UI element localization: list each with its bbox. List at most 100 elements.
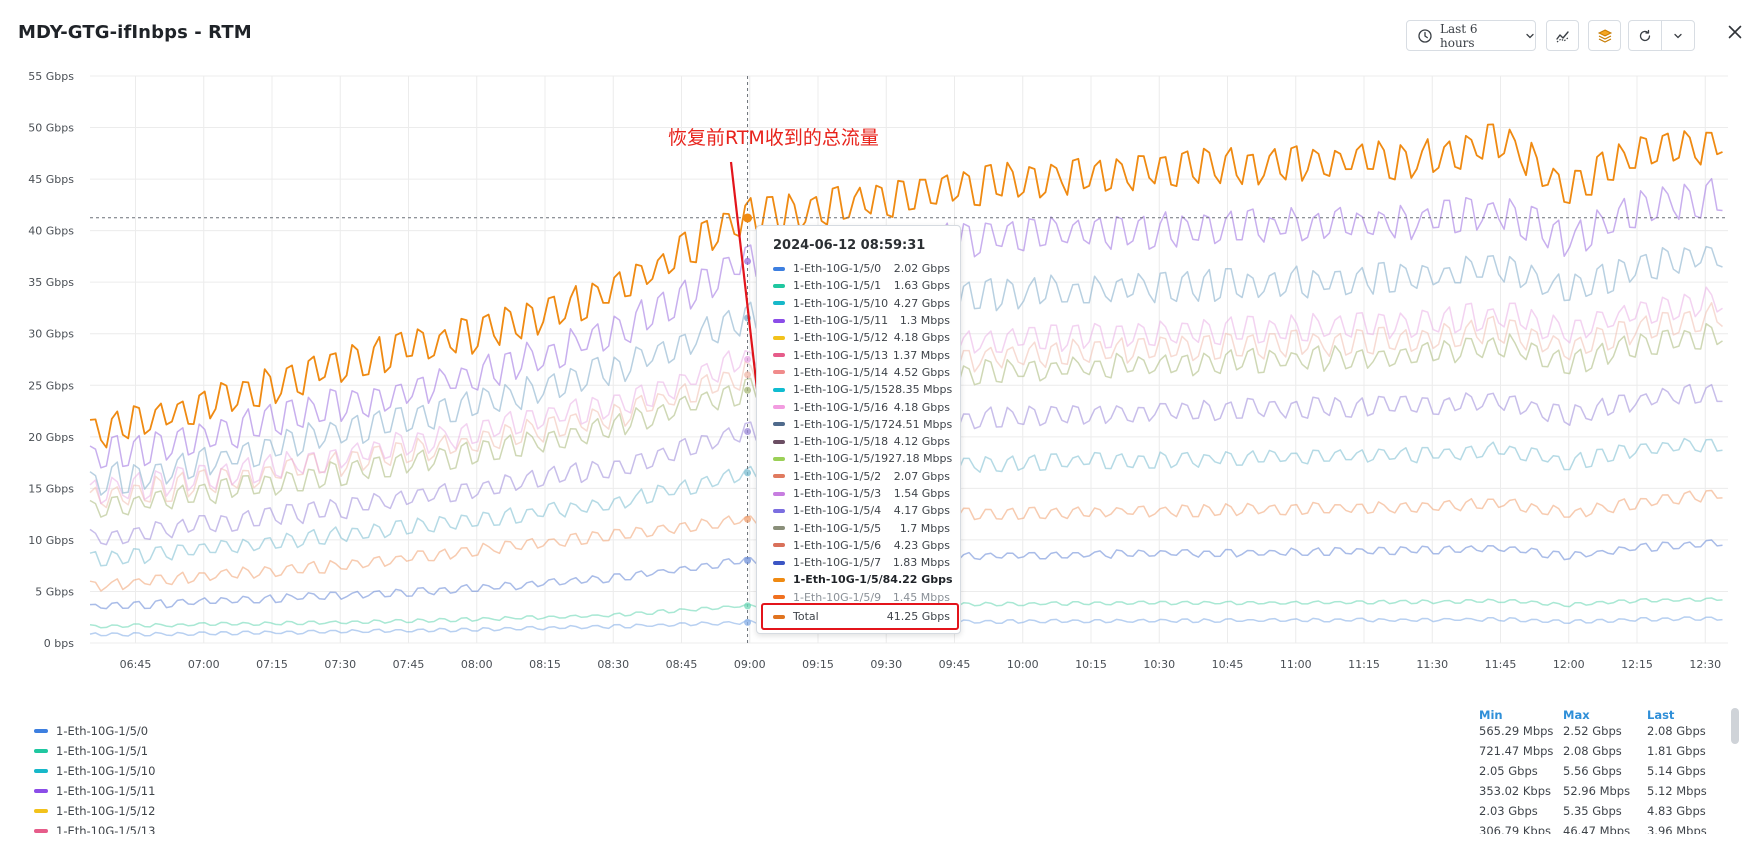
tooltip-total-row: Total 41.25 Gbps [765, 608, 950, 625]
x-tick-label: 10:15 [1075, 658, 1107, 671]
legend-scrollbar[interactable] [1731, 708, 1739, 744]
close-button[interactable] [1722, 21, 1748, 47]
legend-rows: 1-Eth-10G-1/5/0 565.29 Mbps 2.52 Gbps 2.08 … [0, 722, 1759, 834]
tooltip-row: 1-Eth-10G-1/5/0 2.02 Gbps [765, 260, 950, 277]
legend-row[interactable]: 1-Eth-10G-1/5/1 721.47 Mbps 2.08 Gbps 1.81 … [32, 742, 1722, 762]
legend-header-max[interactable]: Max [1563, 708, 1590, 722]
x-tick-label: 08:00 [461, 658, 493, 671]
tooltip-series-value: 4.18 Gbps [893, 331, 950, 345]
x-tick-label: 12:00 [1553, 658, 1585, 671]
compare-chart-icon [1555, 28, 1571, 44]
x-tick-label: 12:30 [1689, 658, 1721, 671]
series-swatch [773, 370, 785, 375]
series-swatch [34, 789, 48, 793]
x-tick-label: 11:15 [1348, 658, 1380, 671]
hover-point [744, 355, 752, 363]
hover-point [744, 371, 752, 379]
series-swatch [773, 283, 785, 288]
time-range-label: Last 6 hours [1440, 21, 1478, 50]
compare-button[interactable] [1546, 20, 1579, 51]
tooltip-row: 1-Eth-10G-1/5/2 2.07 Gbps [765, 468, 950, 485]
tooltip-series-name: 1-Eth-10G-1/5/11 [793, 314, 889, 328]
series-swatch [773, 614, 785, 619]
hover-point [744, 618, 752, 626]
tooltip-series-name: 1-Eth-10G-1/5/10 [793, 296, 889, 310]
series-swatch [773, 543, 785, 548]
series-swatch [773, 301, 785, 306]
chevron-down-icon [1673, 31, 1683, 41]
legend-row[interactable]: 1-Eth-10G-1/5/11 353.02 Kbps 52.96 Mbps 5.1… [32, 782, 1722, 802]
x-tick-label: 11:45 [1485, 658, 1517, 671]
tooltip-series-name: 1-Eth-10G-1/5/13 [793, 348, 889, 362]
tooltip-row: 1-Eth-10G-1/5/10 4.27 Gbps [765, 295, 950, 312]
series-swatch [773, 405, 785, 410]
legend-last-value: 2.08 Gbps [1647, 724, 1706, 738]
tooltip-row: 1-Eth-10G-1/5/13 1.37 Mbps [765, 346, 950, 363]
tooltip-series-name: 1-Eth-10G-1/5/8 [793, 573, 891, 587]
tooltip-series-name: 1-Eth-10G-1/5/15 [793, 383, 889, 397]
tooltip-row: 1-Eth-10G-1/5/8 4.22 Gbps [765, 571, 953, 588]
legend-series-name: 1-Eth-10G-1/5/12 [56, 804, 156, 818]
annotation-note: 恢复前RTM收到的总流量 [668, 127, 879, 149]
y-tick-label: 20 Gbps [28, 431, 74, 444]
tooltip-row: 1-Eth-10G-1/5/3 1.54 Gbps [765, 485, 950, 502]
tooltip-row: 1-Eth-10G-1/5/7 1.83 Mbps [765, 554, 950, 571]
x-tick-label: 07:45 [393, 658, 425, 671]
tooltip-series-value: 1.54 Gbps [893, 487, 950, 500]
tooltip-series-name: 1-Eth-10G-1/5/2 [793, 469, 882, 483]
series-swatch [773, 266, 785, 271]
tooltip-total-value: 41.25 Gbps [886, 610, 950, 624]
legend-header-min[interactable]: Min [1479, 708, 1503, 722]
series-swatch [773, 456, 785, 461]
tooltip-series-value: 4.18 Gbps [893, 400, 950, 414]
tooltip-series-name: 1-Eth-10G-1/5/19 [793, 452, 889, 466]
panel-header: MDY-GTG-ifInbps - RTM Last 6 hours [0, 0, 1759, 62]
series-swatch [34, 769, 48, 773]
legend-row[interactable]: 1-Eth-10G-1/5/12 2.03 Gbps 5.35 Gbps 4.83 G… [32, 802, 1722, 822]
x-tick-label: 09:15 [802, 658, 834, 671]
tooltip-series-value: 2.02 Gbps [893, 262, 950, 276]
x-tick-label: 09:30 [870, 658, 902, 671]
legend-last-value: 5.14 Gbps [1647, 764, 1706, 778]
layers-button[interactable] [1588, 20, 1621, 51]
x-tick-label: 07:00 [188, 658, 220, 671]
legend-max-value: 46.47 Mbps [1563, 824, 1631, 834]
series-swatch [34, 829, 48, 833]
x-tick-label: 07:30 [324, 658, 356, 671]
tooltip-series-value: 4.12 Gbps [893, 435, 950, 449]
tooltip-series-value: 1.37 Mbps [892, 348, 950, 362]
legend-row[interactable]: 1-Eth-10G-1/5/0 565.29 Mbps 2.52 Gbps 2.08 … [32, 722, 1722, 742]
legend-max-value: 2.08 Gbps [1563, 744, 1622, 758]
tooltip-series-value: 4.22 Gbps [890, 573, 953, 587]
x-tick-label: 08:45 [666, 658, 698, 671]
legend-row[interactable]: 1-Eth-10G-1/5/13 306.79 Kbps 46.47 Mbps 3.9… [32, 822, 1722, 834]
time-range-picker[interactable]: Last 6 hours [1406, 20, 1536, 51]
legend-min-value: 306.79 Kbps [1479, 824, 1552, 834]
tooltip-series-name: 1-Eth-10G-1/5/12 [793, 331, 889, 345]
legend-series-name: 1-Eth-10G-1/5/0 [56, 724, 149, 738]
series-swatch [773, 595, 785, 600]
legend-series-name: 1-Eth-10G-1/5/1 [56, 744, 149, 758]
refresh-button[interactable] [1628, 20, 1662, 51]
y-tick-label: 0 bps [44, 637, 74, 650]
legend-header-last[interactable]: Last [1647, 708, 1675, 722]
x-tick-label: 09:45 [939, 658, 971, 671]
refresh-icon [1638, 29, 1652, 43]
tooltip-rows: 1-Eth-10G-1/5/0 2.02 Gbps 1-Eth-10G-1/5/1 1… [765, 260, 953, 606]
tooltip-series-value: 1.45 Mbps [892, 590, 950, 604]
legend-row[interactable]: 1-Eth-10G-1/5/10 2.05 Gbps 5.56 Gbps 5.14 G… [32, 762, 1722, 782]
tooltip-series-name: 1-Eth-10G-1/5/5 [793, 521, 882, 535]
y-tick-label: 10 Gbps [28, 534, 74, 547]
tooltip-series-value: 28.35 Mbps [888, 383, 953, 397]
tooltip-row: 1-Eth-10G-1/5/14 4.52 Gbps [765, 364, 950, 381]
legend-max-value: 5.56 Gbps [1563, 764, 1622, 778]
tooltip-series-name: 1-Eth-10G-1/5/1 [793, 279, 882, 293]
tooltip-row: 1-Eth-10G-1/5/5 1.7 Mbps [765, 519, 950, 536]
tooltip-series-name: 1-Eth-10G-1/5/3 [793, 487, 882, 500]
refresh-interval-dropdown[interactable] [1661, 20, 1695, 51]
x-tick-label: 10:30 [1143, 658, 1175, 671]
hover-point [744, 427, 752, 435]
tooltip-row: 1-Eth-10G-1/5/11 1.3 Mbps [765, 312, 950, 329]
y-tick-label: 40 Gbps [28, 225, 74, 238]
